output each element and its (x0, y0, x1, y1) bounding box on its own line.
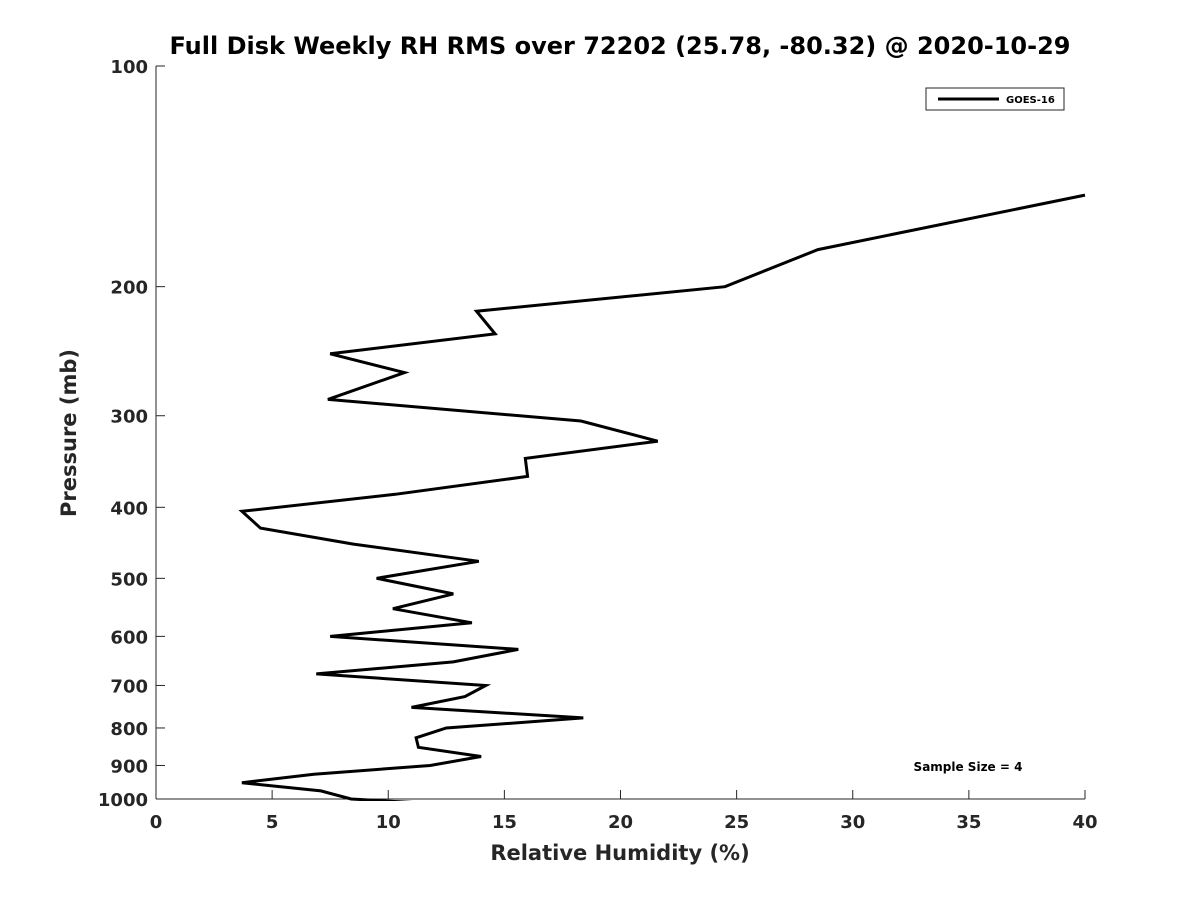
chart-title: Full Disk Weekly RH RMS over 72202 (25.7… (169, 32, 1070, 60)
x-tick-label: 30 (840, 812, 865, 833)
x-tick-label: 5 (266, 812, 279, 833)
series-line-goes-16 (238, 193, 1086, 801)
y-tick-label: 500 (110, 569, 148, 590)
legend: GOES-16 (925, 87, 1065, 111)
y-tick-label: 700 (110, 676, 148, 697)
y-tick-label: 900 (110, 756, 148, 777)
x-tick-label: 35 (956, 812, 981, 833)
sample-size-annotation: Sample Size = 4 (914, 760, 1023, 774)
y-tick-label: 1000 (98, 790, 148, 811)
y-tick-label: 600 (110, 627, 148, 648)
y-tick-label: 800 (110, 719, 148, 740)
y-tick-label: 300 (110, 407, 148, 428)
y-tick-label: 100 (110, 57, 148, 78)
legend-label: GOES-16 (1006, 95, 1055, 106)
x-tick-label: 10 (376, 812, 401, 833)
axes: 0 5 10 15 20 25 30 35 40 100 200 300 400 500 600 700 800… (98, 57, 1098, 833)
x-tick-label: 20 (608, 812, 633, 833)
x-tick-label: 15 (492, 812, 517, 833)
x-axis-label: Relative Humidity (%) (490, 841, 749, 865)
series-group (238, 193, 1086, 801)
x-tick-label: 40 (1072, 812, 1097, 833)
y-tick-label: 400 (110, 498, 148, 519)
x-tick-label: 0 (150, 812, 163, 833)
y-axis-label: Pressure (mb) (57, 349, 81, 517)
y-tick-label: 200 (110, 278, 148, 299)
x-tick-label: 25 (724, 812, 749, 833)
